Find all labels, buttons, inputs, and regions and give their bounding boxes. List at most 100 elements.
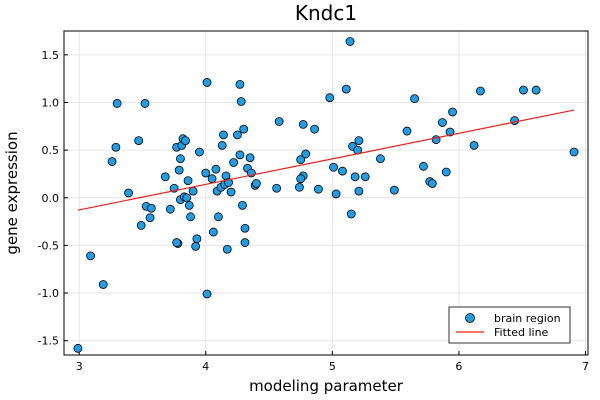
x-tick-label: 5 — [329, 360, 336, 373]
data-point — [410, 94, 419, 104]
data-point — [174, 165, 184, 175]
data-point — [346, 209, 356, 219]
fitted-line — [77, 109, 575, 211]
data-point — [219, 130, 228, 140]
data-point — [476, 86, 485, 96]
data-point — [427, 179, 437, 188]
data-point — [438, 118, 447, 127]
data-point — [186, 212, 195, 222]
data-point — [136, 220, 146, 230]
data-point — [310, 124, 320, 134]
y-tick-label: -0.5 — [38, 239, 59, 252]
data-point — [107, 157, 117, 166]
data-point — [124, 188, 133, 198]
legend-label-fitted-line: Fitted line — [494, 326, 549, 339]
data-point — [111, 142, 121, 152]
data-point — [238, 200, 247, 210]
data-point — [296, 174, 306, 184]
data-point — [419, 161, 428, 171]
data-point — [296, 155, 306, 165]
data-point — [274, 117, 284, 126]
data-point — [389, 185, 399, 195]
data-point — [240, 238, 250, 247]
data-point — [350, 172, 360, 182]
data-point — [240, 223, 250, 233]
data-point — [445, 127, 455, 137]
data-point — [140, 99, 150, 108]
data-point — [376, 154, 385, 164]
data-point — [331, 189, 341, 199]
legend-label-brain-region: brain region — [494, 312, 561, 325]
data-point — [192, 234, 202, 244]
data-point — [183, 176, 193, 186]
data-point — [160, 172, 170, 182]
data-point — [469, 140, 479, 150]
data-point — [245, 153, 255, 163]
data-point — [233, 130, 242, 140]
data-point — [235, 79, 245, 89]
x-tick-label: 7 — [582, 360, 589, 373]
data-point — [325, 93, 335, 103]
data-point — [345, 37, 355, 46]
data-point — [145, 213, 155, 223]
y-tick-label: -1.5 — [38, 335, 59, 348]
data-point — [510, 116, 519, 125]
data-point — [73, 343, 83, 353]
data-point — [314, 184, 323, 194]
plot-frame — [63, 30, 589, 356]
data-point — [236, 97, 246, 106]
data-point — [301, 149, 311, 159]
chart-title: Kndc1 — [295, 1, 357, 25]
brain-region-points — [73, 37, 579, 353]
data-point — [519, 85, 528, 95]
data-point — [182, 193, 192, 203]
data-point — [165, 204, 175, 214]
y-tick-label: -1.0 — [38, 287, 59, 300]
y-axis-title: gene expression — [3, 131, 21, 254]
fitted-line-layer — [77, 109, 575, 211]
data-point — [222, 244, 232, 254]
x-axis-title: modeling parameter — [249, 377, 404, 395]
data-point — [338, 166, 347, 176]
data-point — [202, 78, 212, 87]
data-point — [207, 174, 217, 184]
data-point — [211, 164, 221, 174]
y-tick-label: 1.0 — [42, 96, 60, 109]
y-tick-label: 0.5 — [42, 144, 60, 157]
data-point — [229, 158, 239, 167]
data-point — [272, 183, 282, 193]
data-point — [214, 212, 223, 222]
x-tick-label: 4 — [202, 360, 209, 373]
x-tick-label: 3 — [76, 360, 83, 373]
legend-marker-brain-region — [465, 313, 475, 323]
data-point — [201, 168, 211, 178]
data-point — [329, 162, 338, 172]
data-point — [191, 241, 201, 251]
data-point — [98, 280, 108, 289]
legend-box — [448, 306, 571, 344]
x-tick-label: 6 — [455, 360, 462, 373]
y-tick-label: 1.5 — [42, 49, 60, 62]
data-point — [239, 124, 249, 134]
data-point — [112, 99, 122, 108]
data-point — [448, 107, 457, 117]
data-point — [569, 147, 579, 157]
y-axis-ticks: -1.5 -1.0 -0.5 0.0 0.5 1.0 1.5 — [38, 49, 68, 348]
grid-lines — [64, 31, 588, 355]
data-point — [441, 167, 451, 177]
y-tick-label: 0.0 — [42, 192, 60, 205]
x-axis-ticks: 3 4 5 6 7 — [76, 351, 589, 373]
data-point — [172, 238, 182, 247]
data-point — [298, 119, 308, 129]
data-point — [181, 136, 190, 145]
data-point — [341, 84, 351, 94]
data-point — [202, 289, 212, 299]
data-point — [208, 227, 218, 237]
data-point — [235, 150, 245, 160]
data-point — [188, 186, 198, 196]
data-point — [354, 186, 364, 196]
data-point — [184, 200, 194, 210]
data-point — [251, 179, 261, 188]
legend: brain region Fitted line — [448, 306, 571, 344]
